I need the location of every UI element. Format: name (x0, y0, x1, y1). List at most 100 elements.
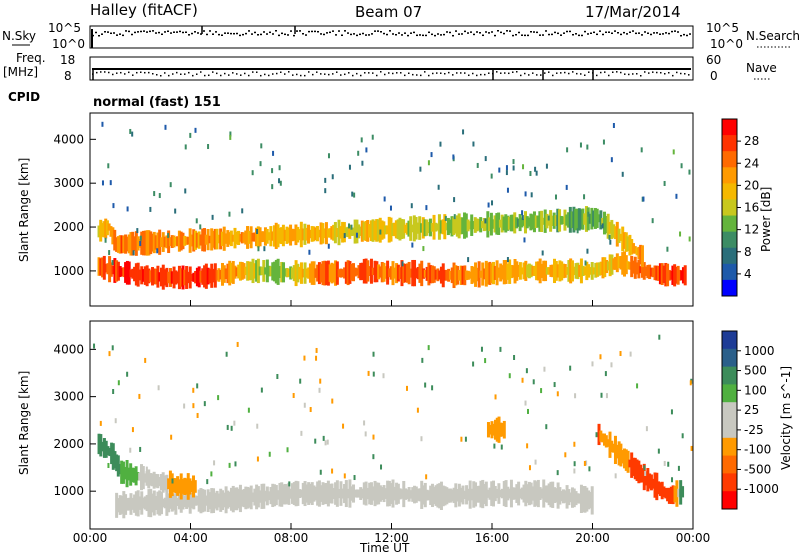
data-cell (621, 226, 625, 252)
nave-point (212, 71, 214, 73)
data-cell (382, 485, 386, 503)
colorbar-swatch (722, 135, 737, 152)
data-cell (134, 231, 138, 256)
data-cell (108, 447, 112, 457)
data-cell (681, 486, 685, 498)
data-speck (658, 334, 661, 340)
data-cell (138, 496, 142, 510)
data-cell (163, 269, 167, 286)
data-speck (129, 447, 132, 453)
data-cell (149, 270, 153, 282)
data-speck (670, 409, 673, 415)
data-cell (99, 219, 103, 242)
data-cell (355, 219, 359, 244)
data-cell (597, 214, 601, 223)
data-cell (595, 208, 599, 228)
data-cell (465, 485, 469, 505)
nsky-point (419, 34, 421, 36)
data-cell (278, 482, 282, 507)
data-cell (378, 266, 382, 278)
data-cell (678, 269, 682, 281)
data-cell (558, 260, 562, 282)
data-cell (400, 489, 404, 499)
data-cell (161, 472, 165, 493)
nave-point (152, 73, 154, 75)
data-cell (466, 270, 470, 280)
data-speck (636, 383, 639, 389)
data-cell (554, 488, 558, 503)
data-cell (630, 452, 634, 478)
nsky-point (350, 33, 352, 36)
data-cell (550, 215, 554, 227)
data-speck (566, 147, 569, 153)
nsky-point (317, 30, 319, 33)
data-cell (133, 266, 137, 282)
nave-point (188, 71, 190, 74)
data-cell (195, 495, 199, 506)
data-cell (337, 488, 341, 499)
data-cell (461, 217, 465, 235)
data-cell (493, 485, 497, 502)
data-speck (299, 378, 302, 384)
data-speck (460, 436, 463, 442)
data-cell (570, 260, 574, 282)
data-speck (484, 156, 487, 162)
data-cell (608, 254, 612, 277)
data-cell (553, 258, 557, 284)
data-speck (480, 346, 483, 352)
data-cell (319, 485, 323, 502)
data-cell (529, 264, 533, 278)
nsky-point (332, 30, 334, 32)
data-cell (186, 494, 190, 508)
data-cell (559, 215, 563, 225)
data-speck (499, 346, 502, 352)
data-cell (477, 219, 481, 231)
data-cell (445, 222, 449, 231)
data-cell (438, 483, 442, 509)
data-speck (476, 162, 479, 168)
data-speck (500, 444, 503, 450)
data-cell (195, 267, 199, 287)
data-cell (237, 230, 241, 245)
data-cell (540, 263, 544, 278)
x-tick-label: 04:00 (173, 531, 208, 545)
nsky-point (302, 32, 304, 35)
data-cell (486, 211, 490, 238)
colorbar-swatch (722, 151, 737, 168)
data-cell (441, 485, 445, 507)
freq-label-2: [MHz] (3, 65, 38, 79)
nsky-point (383, 32, 385, 35)
data-cell (423, 482, 427, 508)
data-cell (116, 455, 120, 477)
nave-point (412, 73, 414, 76)
data-cell (671, 265, 675, 285)
data-speck (263, 246, 266, 252)
data-cell (102, 255, 106, 280)
data-cell (149, 231, 153, 255)
nsky-point (416, 34, 418, 37)
data-speck (247, 407, 250, 413)
data-cell (152, 471, 156, 489)
data-cell (233, 487, 237, 511)
data-cell (621, 450, 625, 464)
nave-point (400, 72, 402, 74)
nsky-point (242, 33, 244, 36)
nsky-point (134, 31, 136, 34)
data-cell (168, 496, 172, 509)
data-cell (150, 473, 154, 487)
data-cell (353, 489, 357, 498)
nsky-point (320, 33, 322, 35)
nsky-point (233, 32, 235, 35)
data-cell (660, 481, 664, 500)
data-cell (140, 231, 144, 255)
data-cell (535, 261, 539, 281)
data-cell (348, 479, 352, 508)
nsky-point (545, 30, 547, 32)
data-speck (158, 193, 161, 199)
data-cell (610, 440, 614, 453)
data-cell (113, 451, 117, 469)
data-cell (526, 264, 530, 278)
nsky-point (425, 34, 427, 37)
colorbar-tick-label: 24 (744, 156, 759, 170)
